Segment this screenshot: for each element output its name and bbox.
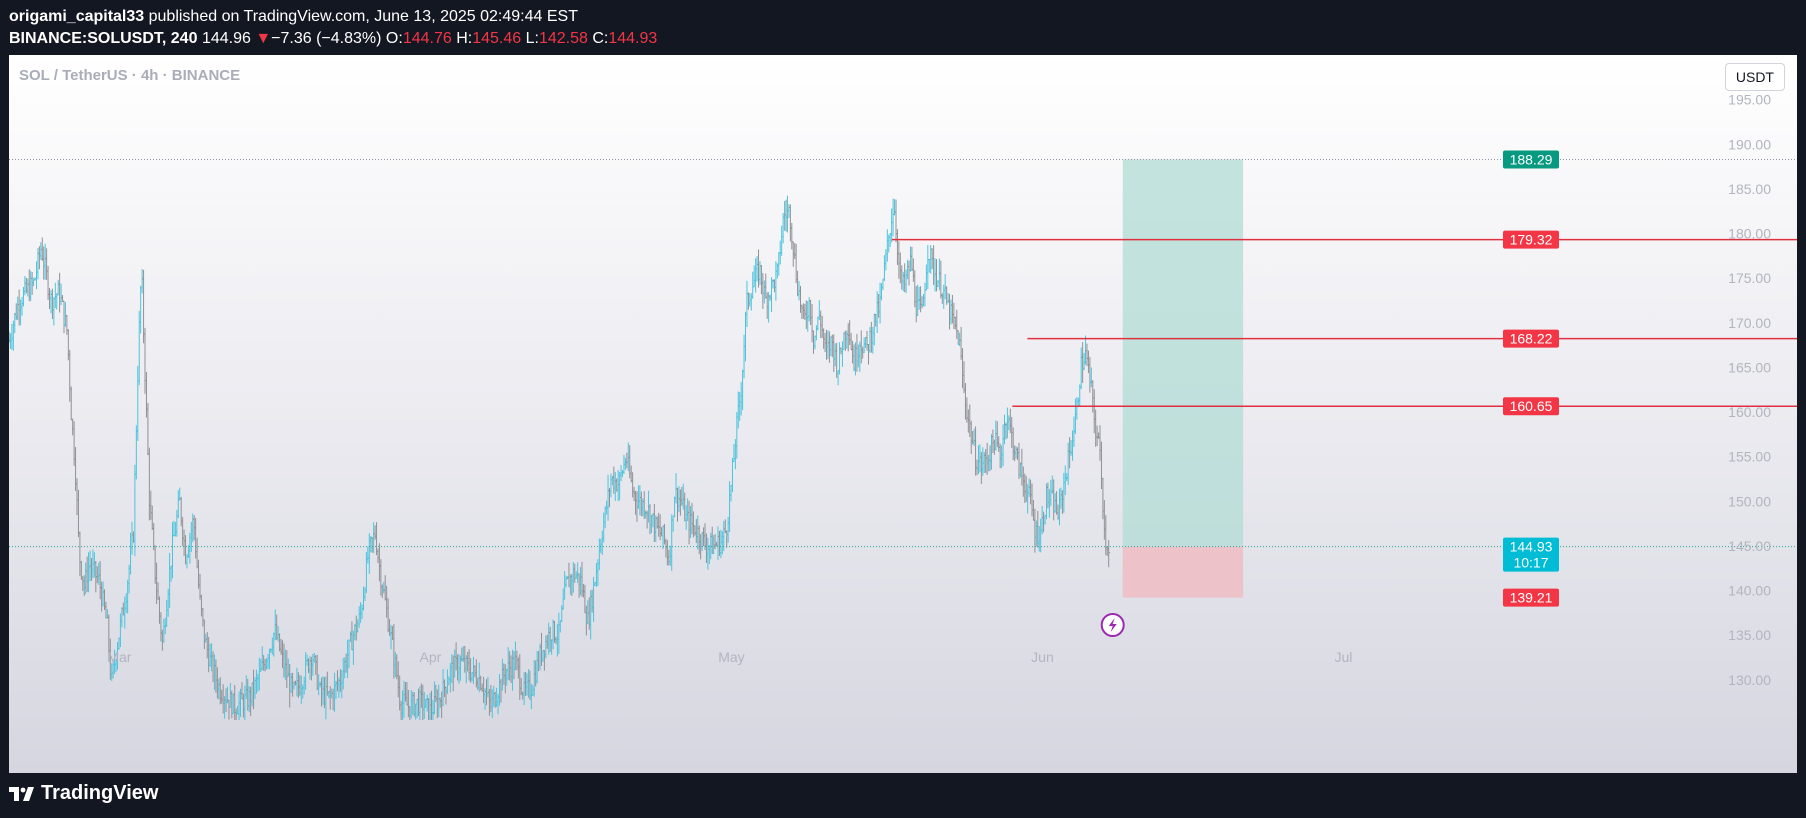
price-bars bbox=[9, 195, 1111, 720]
stop-price-tag: 139.21 bbox=[1510, 590, 1553, 606]
price-bar bbox=[838, 342, 842, 375]
y-tick-label: 145.00 bbox=[1728, 538, 1771, 554]
chart-panel[interactable]: 130.00 135.00 140.00 145.00 150.00 155.00 160.… bbox=[9, 55, 1797, 773]
open-label: O: bbox=[385, 30, 403, 47]
y-tick-label: 150.00 bbox=[1728, 493, 1771, 509]
stop-price-tag-bg bbox=[1503, 588, 1559, 607]
price-bar bbox=[1107, 540, 1111, 568]
target-price-tag: 188.29 bbox=[1510, 152, 1553, 168]
y-tick-label: 140.00 bbox=[1728, 583, 1771, 599]
x-tick-label: Mar bbox=[107, 649, 131, 665]
high-label: H: bbox=[456, 30, 473, 47]
author-name[interactable]: origami_capital33 bbox=[9, 8, 145, 25]
price-chart[interactable]: 130.00 135.00 140.00 145.00 150.00 155.00 160.… bbox=[9, 55, 1797, 773]
y-tick-label: 190.00 bbox=[1728, 136, 1771, 152]
currency-button[interactable]: USDT bbox=[1724, 63, 1785, 91]
symbol-ohlc-line: BINANCE:SOLUSDT, 240 144.96 ▼−7.36 (−4.8… bbox=[9, 28, 657, 50]
lightning-icon bbox=[1108, 618, 1117, 632]
stop-zone bbox=[1122, 546, 1244, 598]
y-tick-label: 155.00 bbox=[1728, 449, 1771, 465]
low-label: L: bbox=[525, 30, 539, 47]
open-value: 144.76 bbox=[402, 30, 452, 47]
x-tick-label: Jul bbox=[1335, 649, 1353, 665]
level-price-tag-bg bbox=[1503, 397, 1559, 416]
target-price-tag-bg bbox=[1503, 150, 1559, 169]
x-tick-label: May bbox=[718, 649, 744, 665]
published-text: published on TradingView.com, June 13, 2… bbox=[148, 8, 578, 25]
price-change: −7.36 (−4.83%) bbox=[271, 30, 382, 47]
footer: TradingView bbox=[9, 782, 158, 805]
high-value: 145.46 bbox=[472, 30, 522, 47]
last-price-tag-countdown: 10:17 bbox=[1513, 555, 1548, 571]
change-down-icon: ▼ bbox=[255, 30, 272, 47]
level-price-tag: 168.22 bbox=[1510, 331, 1553, 347]
y-tick-label: 160.00 bbox=[1728, 404, 1771, 420]
publication-line: origami_capital33 published on TradingVi… bbox=[9, 6, 657, 28]
target-zone bbox=[1122, 159, 1244, 547]
last-price-tag: 144.93 bbox=[1510, 539, 1553, 555]
tradingview-logo-icon bbox=[9, 786, 34, 801]
close-label: C: bbox=[592, 30, 609, 47]
last-price-tag-bg bbox=[1503, 537, 1559, 572]
level-price-tag-bg bbox=[1503, 230, 1559, 249]
y-tick-label: 175.00 bbox=[1728, 270, 1771, 286]
x-tick-label: Apr bbox=[420, 649, 442, 665]
y-tick-label: 170.00 bbox=[1728, 315, 1771, 331]
low-value: 142.58 bbox=[538, 30, 588, 47]
x-tick-label: Jun bbox=[1031, 649, 1054, 665]
publication-header: origami_capital33 published on TradingVi… bbox=[9, 6, 657, 50]
level-price-tag-bg bbox=[1503, 329, 1559, 348]
y-tick-label: 185.00 bbox=[1728, 181, 1771, 197]
y-tick-label: 135.00 bbox=[1728, 627, 1771, 643]
tradingview-brand[interactable]: TradingView bbox=[41, 782, 159, 804]
plot-area bbox=[9, 159, 1244, 720]
close-value: 144.93 bbox=[608, 30, 658, 47]
y-tick-label: 130.00 bbox=[1728, 672, 1771, 688]
last-price: 144.96 bbox=[201, 30, 251, 47]
y-tick-label: 195.00 bbox=[1728, 92, 1771, 108]
symbol-label: BINANCE:SOLUSDT, 240 bbox=[9, 30, 198, 47]
y-tick-label: 180.00 bbox=[1728, 226, 1771, 242]
level-price-tag: 179.32 bbox=[1510, 232, 1553, 248]
y-tick-label: 165.00 bbox=[1728, 359, 1771, 375]
chart-symbol-title: SOL / TetherUS · 4h · BINANCE bbox=[19, 67, 241, 84]
level-price-tag: 160.65 bbox=[1510, 398, 1553, 414]
